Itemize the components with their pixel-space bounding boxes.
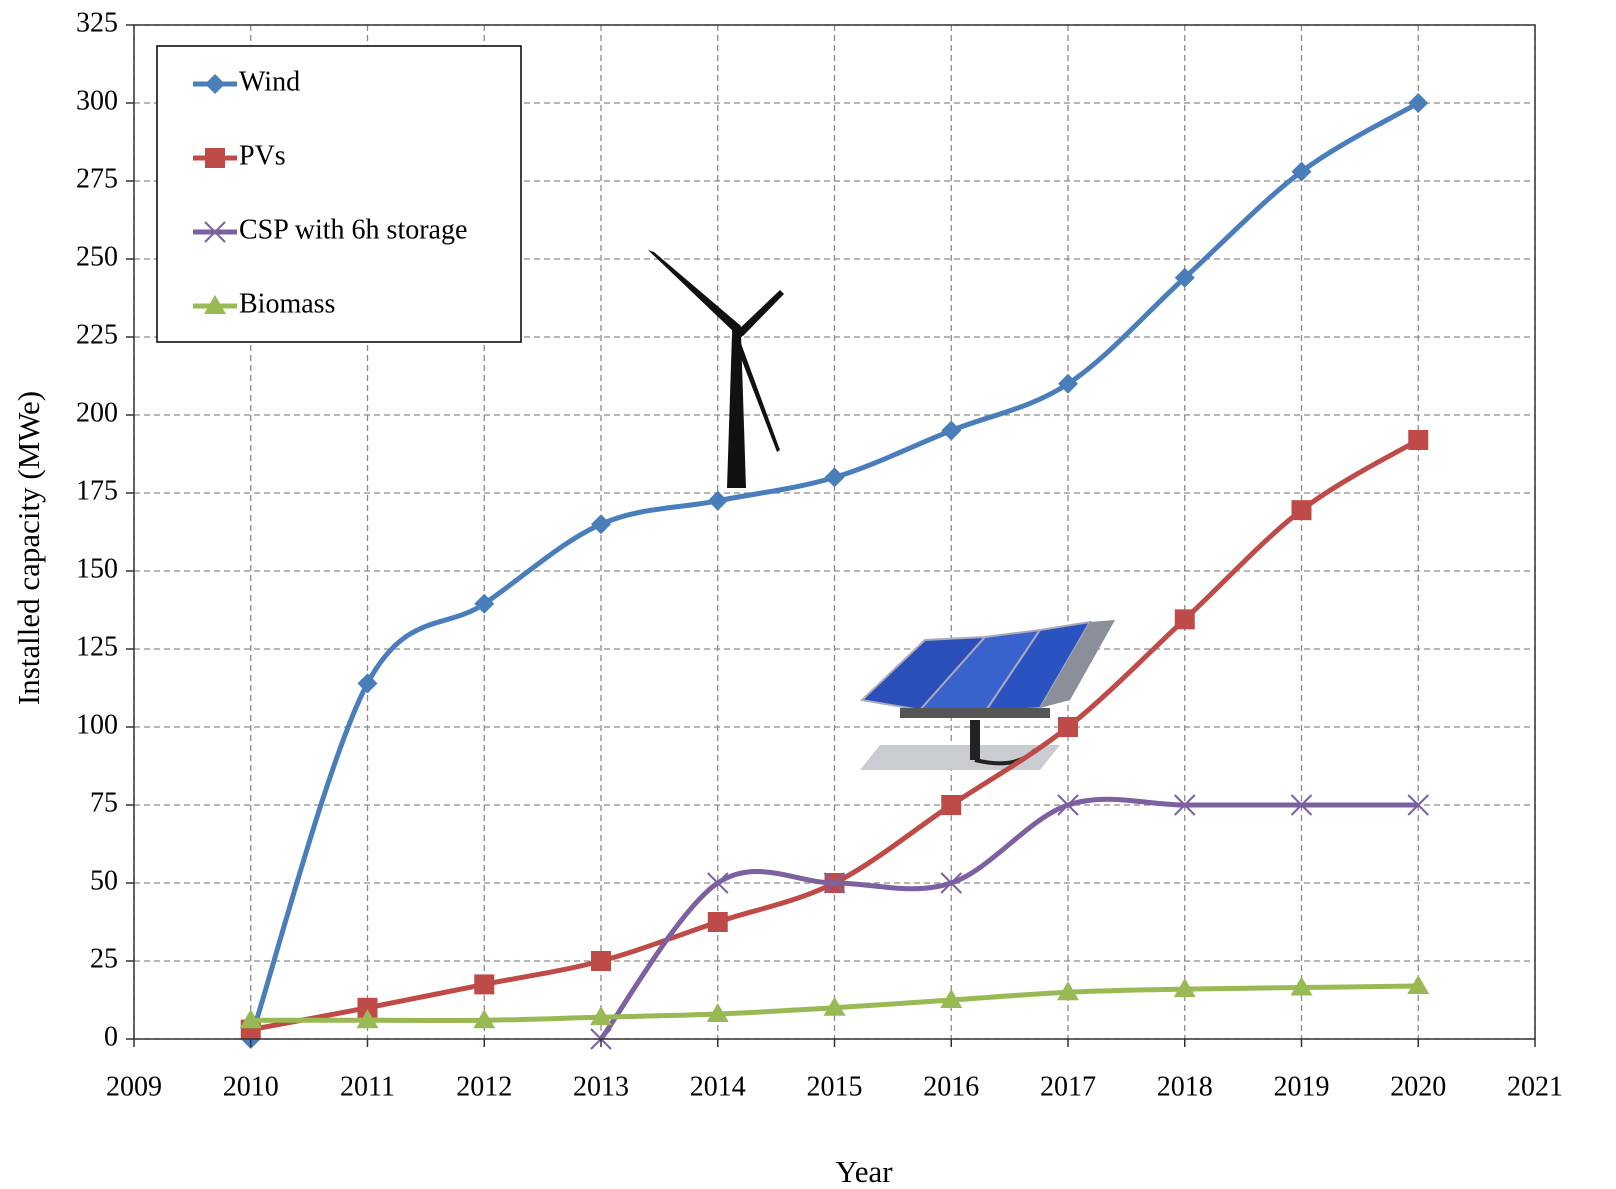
y-tick-label: 100 xyxy=(76,709,118,740)
marker xyxy=(358,673,378,693)
y-tick-label: 150 xyxy=(76,553,118,584)
marker xyxy=(591,951,611,971)
x-tick-label: 2017 xyxy=(1040,1071,1096,1102)
y-tick-label: 300 xyxy=(76,85,118,116)
y-tick-label: 0 xyxy=(104,1021,118,1052)
y-tick-label: 25 xyxy=(90,943,118,974)
y-tick-label: 125 xyxy=(76,631,118,662)
wind-turbine-illustration xyxy=(648,250,784,488)
y-tick-label: 325 xyxy=(76,7,118,38)
marker xyxy=(941,421,961,441)
marker xyxy=(708,491,728,511)
marker xyxy=(1175,609,1195,629)
y-tick-label: 75 xyxy=(90,787,118,818)
y-tick-label: 200 xyxy=(76,397,118,428)
x-tick-label: 2010 xyxy=(223,1071,279,1102)
y-tick-label: 225 xyxy=(76,319,118,350)
x-tick-label: 2014 xyxy=(690,1071,746,1102)
y-axis-title: Installed capacity (MWe) xyxy=(11,391,46,705)
x-tick-label: 2020 xyxy=(1390,1071,1446,1102)
marker xyxy=(941,795,961,815)
x-tick-label: 2011 xyxy=(340,1071,395,1102)
x-tick-label: 2021 xyxy=(1507,1071,1563,1102)
x-tick-label: 2019 xyxy=(1274,1071,1330,1102)
marker xyxy=(1408,93,1428,113)
y-tick-label: 50 xyxy=(90,865,118,896)
x-tick-label: 2015 xyxy=(807,1071,863,1102)
y-tick-label: 175 xyxy=(76,475,118,506)
marker xyxy=(591,514,611,534)
y-tick-label: 250 xyxy=(76,241,118,272)
marker xyxy=(1058,717,1078,737)
x-tick-label: 2009 xyxy=(106,1071,162,1102)
x-tick-label: 2012 xyxy=(456,1071,512,1102)
legend-label: Wind xyxy=(239,66,300,97)
y-tick-label: 275 xyxy=(76,163,118,194)
marker xyxy=(1292,500,1312,520)
legend-label: Biomass xyxy=(239,288,335,319)
x-tick-label: 2016 xyxy=(923,1071,979,1102)
legend-label: CSP with 6h storage xyxy=(239,214,467,245)
legend-label: PVs xyxy=(239,140,286,171)
page: {"chart_data": { "type": "line", "x_labe… xyxy=(0,0,1616,1189)
marker xyxy=(708,912,728,932)
x-tick-label: 2013 xyxy=(573,1071,629,1102)
marker xyxy=(1408,430,1428,450)
chart: 0 25 50 75 100 125 150 175 200 225 250 275 300 325 200… xyxy=(0,0,1616,1189)
marker xyxy=(474,974,494,994)
solar-panel-illustration xyxy=(860,620,1115,770)
marker xyxy=(825,467,845,487)
marker xyxy=(205,148,225,168)
legend: Wind PVs CSP with 6h storage Biomass xyxy=(157,46,521,342)
x-tick-label: 2018 xyxy=(1157,1071,1213,1102)
x-axis-title: Year xyxy=(835,1154,893,1189)
